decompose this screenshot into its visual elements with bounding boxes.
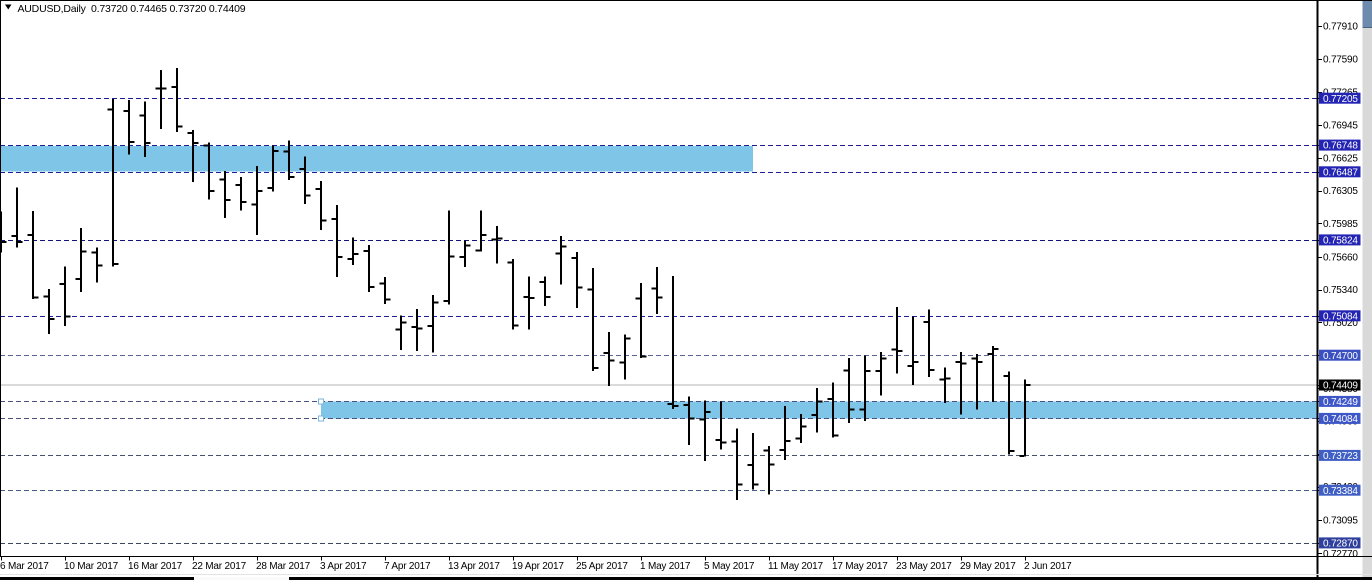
svg-text:5 May 2017: 5 May 2017 — [704, 561, 755, 572]
svg-text:25 Apr 2017: 25 Apr 2017 — [576, 561, 628, 572]
svg-text:0.72870: 0.72870 — [1323, 539, 1358, 550]
svg-text:0.75340: 0.75340 — [1323, 285, 1358, 296]
svg-text:0.75824: 0.75824 — [1323, 236, 1358, 247]
svg-text:29 May 2017: 29 May 2017 — [960, 561, 1016, 572]
svg-text:2 Jun 2017: 2 Jun 2017 — [1024, 561, 1072, 572]
svg-text:28 Mar 2017: 28 Mar 2017 — [256, 561, 311, 572]
svg-text:7 Apr 2017: 7 Apr 2017 — [384, 561, 431, 572]
svg-text:0.76945: 0.76945 — [1323, 121, 1358, 132]
svg-text:0.74249: 0.74249 — [1323, 397, 1358, 408]
svg-text:0.75084: 0.75084 — [1323, 311, 1358, 322]
svg-text:0.76748: 0.76748 — [1323, 141, 1358, 152]
svg-text:17 May 2017: 17 May 2017 — [832, 561, 888, 572]
svg-text:0.76625: 0.76625 — [1323, 153, 1358, 164]
svg-text:23 May 2017: 23 May 2017 — [896, 561, 952, 572]
svg-text:0.73723: 0.73723 — [1323, 451, 1358, 462]
svg-text:0.75020: 0.75020 — [1323, 318, 1358, 329]
svg-text:0.76487: 0.76487 — [1323, 167, 1358, 178]
svg-text:0.73720 0.74465 0.73720 0.7440: 0.73720 0.74465 0.73720 0.74409 — [91, 3, 246, 15]
svg-text:22 Mar 2017: 22 Mar 2017 — [192, 561, 247, 572]
svg-text:13 Apr 2017: 13 Apr 2017 — [448, 561, 500, 572]
svg-text:0.77590: 0.77590 — [1323, 54, 1358, 65]
svg-text:16 Mar 2017: 16 Mar 2017 — [128, 561, 183, 572]
svg-text:0.74409: 0.74409 — [1323, 381, 1358, 392]
svg-text:0.73095: 0.73095 — [1323, 515, 1358, 526]
svg-text:AUDUSD,Daily: AUDUSD,Daily — [18, 3, 87, 15]
svg-text:0.74700: 0.74700 — [1323, 351, 1358, 362]
svg-text:0.72770: 0.72770 — [1323, 549, 1358, 560]
svg-text:6 Mar 2017: 6 Mar 2017 — [0, 561, 49, 572]
svg-text:11 May 2017: 11 May 2017 — [768, 561, 824, 572]
svg-text:0.75985: 0.75985 — [1323, 219, 1358, 230]
svg-text:0.77205: 0.77205 — [1323, 94, 1358, 105]
svg-text:0.74084: 0.74084 — [1323, 414, 1358, 425]
svg-text:1 May 2017: 1 May 2017 — [640, 561, 691, 572]
svg-text:0.73384: 0.73384 — [1323, 486, 1358, 497]
svg-text:19 Apr 2017: 19 Apr 2017 — [512, 561, 564, 572]
svg-text:3 Apr 2017: 3 Apr 2017 — [320, 561, 367, 572]
svg-text:0.75660: 0.75660 — [1323, 252, 1358, 263]
svg-text:10 Mar 2017: 10 Mar 2017 — [64, 561, 119, 572]
svg-text:0.76305: 0.76305 — [1323, 186, 1358, 197]
svg-text:0.77910: 0.77910 — [1323, 22, 1358, 33]
